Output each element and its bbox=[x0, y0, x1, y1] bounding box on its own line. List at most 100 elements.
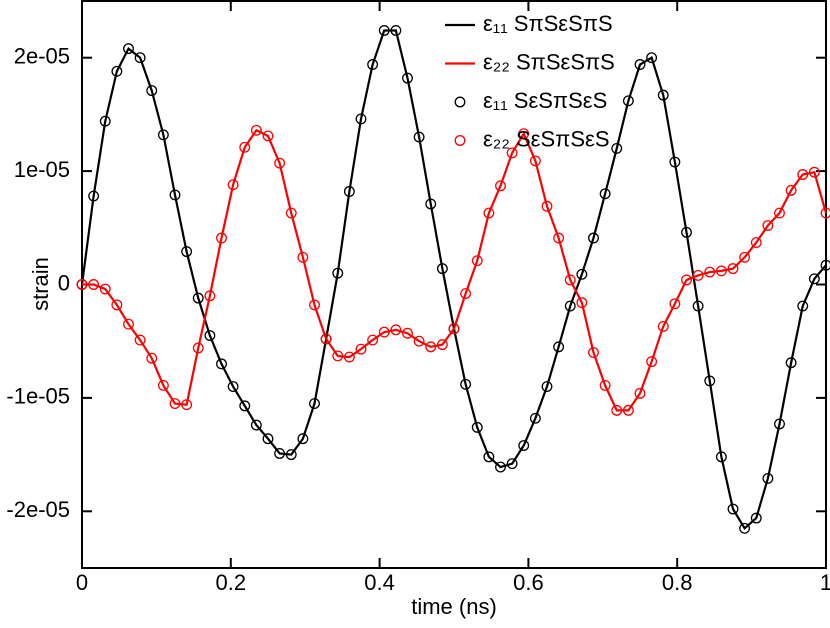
data-point bbox=[460, 378, 472, 390]
data-point bbox=[343, 351, 355, 363]
data-point bbox=[436, 263, 448, 275]
data-point bbox=[355, 113, 367, 125]
data-point bbox=[506, 147, 518, 159]
data-point bbox=[750, 237, 762, 248]
data-point bbox=[285, 449, 297, 461]
data-point bbox=[134, 334, 146, 346]
data-point bbox=[553, 232, 565, 244]
data-point bbox=[495, 461, 506, 473]
data-point bbox=[250, 124, 262, 136]
x-tick-label: 0.4 bbox=[364, 570, 395, 595]
data-point bbox=[599, 379, 611, 391]
data-point bbox=[622, 95, 634, 107]
data-point bbox=[402, 72, 413, 84]
data-point bbox=[88, 190, 100, 202]
data-point bbox=[157, 129, 169, 141]
data-point bbox=[797, 169, 809, 180]
data-point bbox=[320, 333, 332, 345]
data-point bbox=[727, 263, 739, 275]
data-point bbox=[541, 381, 553, 393]
data-point bbox=[657, 89, 669, 101]
x-tick-label: 0.2 bbox=[216, 570, 247, 595]
data-point bbox=[274, 157, 286, 169]
data-point bbox=[390, 25, 402, 36]
data-point bbox=[169, 189, 181, 201]
x-tick-label: 0.6 bbox=[513, 570, 544, 595]
legend-label: ε₁₁ SεSπSεS bbox=[483, 88, 607, 113]
data-point bbox=[483, 207, 495, 219]
data-point bbox=[227, 179, 239, 191]
data-point bbox=[715, 265, 727, 277]
data-point bbox=[762, 220, 774, 231]
legend-label: ε₂₂ SπSεSπS bbox=[483, 49, 615, 74]
data-point bbox=[402, 327, 413, 339]
data-point bbox=[355, 343, 367, 355]
data-point bbox=[762, 472, 774, 484]
data-point bbox=[76, 279, 88, 290]
data-point bbox=[588, 347, 599, 358]
data-point bbox=[774, 207, 785, 219]
data-point bbox=[669, 156, 681, 168]
data-point bbox=[309, 299, 320, 311]
data-point bbox=[727, 503, 739, 515]
data-point bbox=[715, 451, 727, 463]
y-tick-label: -1e-05 bbox=[6, 384, 70, 409]
x-axis-title: time (ns) bbox=[411, 594, 497, 619]
data-point bbox=[239, 400, 251, 412]
plot-frame bbox=[81, 0, 827, 569]
data-point bbox=[518, 128, 530, 140]
data-point bbox=[692, 300, 704, 312]
series-line bbox=[80, 29, 827, 531]
data-point bbox=[111, 65, 123, 77]
data-point bbox=[518, 440, 530, 451]
data-point bbox=[332, 350, 344, 362]
data-point bbox=[181, 399, 193, 411]
x-tick-label: 0 bbox=[76, 570, 88, 595]
data-point bbox=[285, 207, 297, 219]
data-point bbox=[669, 298, 681, 310]
data-point bbox=[227, 381, 239, 393]
data-point bbox=[367, 334, 379, 346]
data-point bbox=[146, 352, 158, 364]
y-tick-label: 0 bbox=[58, 270, 70, 295]
data-point bbox=[808, 166, 820, 178]
data-point bbox=[785, 357, 797, 369]
data-point bbox=[820, 207, 830, 219]
data-point bbox=[646, 52, 658, 64]
data-point bbox=[448, 323, 460, 335]
legend-label: ε₂₂ SεSπSεS bbox=[483, 126, 610, 151]
data-point bbox=[367, 59, 379, 70]
data-point bbox=[378, 25, 390, 36]
data-point bbox=[529, 155, 541, 167]
x-tick-label: 1 bbox=[820, 570, 830, 595]
data-point bbox=[785, 184, 797, 196]
data-point bbox=[739, 251, 751, 263]
y-tick-label: 2e-05 bbox=[14, 44, 70, 69]
x-tick-label: 0.8 bbox=[662, 570, 693, 595]
data-point bbox=[123, 43, 134, 55]
data-point bbox=[239, 141, 251, 153]
data-point bbox=[634, 59, 646, 70]
data-point bbox=[297, 251, 309, 263]
data-point bbox=[192, 342, 204, 354]
data-point bbox=[436, 339, 448, 351]
data-point bbox=[576, 297, 588, 309]
legend-marker bbox=[454, 96, 466, 108]
data-point bbox=[692, 269, 704, 281]
data-point bbox=[99, 283, 111, 295]
data-point bbox=[471, 421, 483, 433]
data-point bbox=[576, 268, 588, 280]
data-point bbox=[425, 341, 437, 353]
data-point bbox=[413, 335, 425, 347]
data-point bbox=[390, 324, 402, 336]
data-point bbox=[169, 398, 181, 410]
data-point bbox=[111, 299, 123, 311]
data-point bbox=[274, 448, 286, 459]
data-point bbox=[599, 188, 611, 200]
data-point bbox=[588, 232, 599, 244]
data-point bbox=[204, 290, 216, 302]
data-point bbox=[157, 379, 169, 391]
data-point bbox=[146, 85, 158, 97]
data-point bbox=[657, 321, 669, 332]
data-point bbox=[797, 300, 809, 312]
